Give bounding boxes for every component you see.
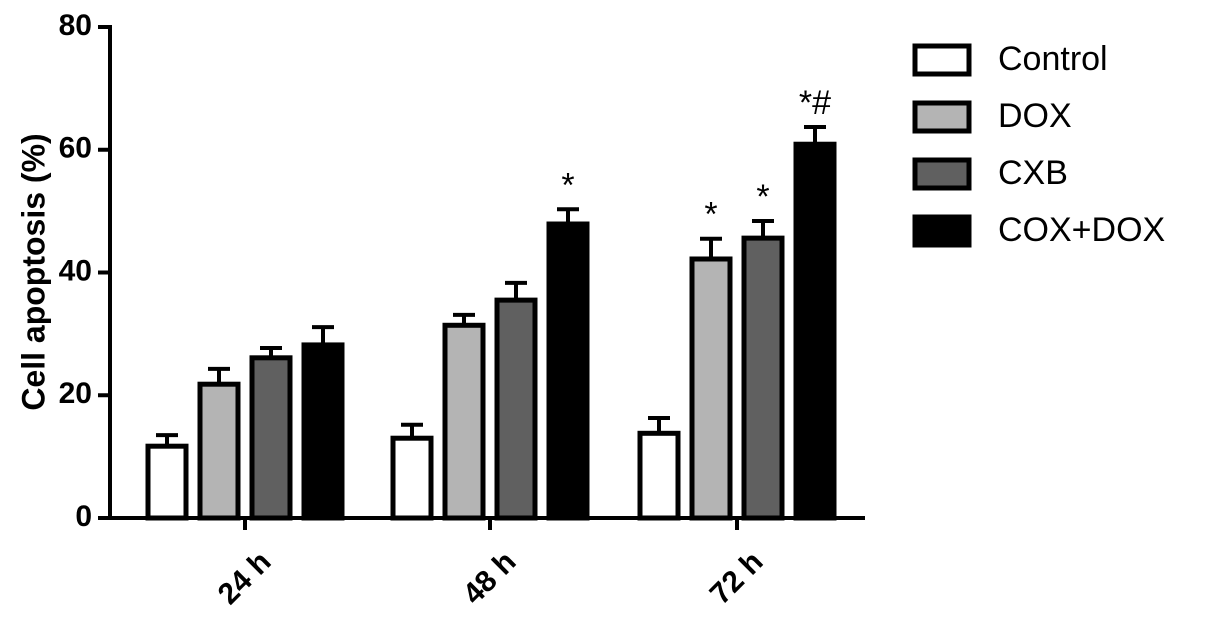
bar [637, 430, 681, 521]
bar [301, 342, 345, 521]
legend-text: CXB [998, 154, 1068, 192]
legend-text: Control [998, 40, 1108, 78]
y-tick-label: 60 [59, 132, 92, 165]
legend-text: COX+DOX [998, 211, 1165, 249]
bar [494, 297, 538, 521]
legend-text: DOX [998, 97, 1072, 135]
x-tick-label: 48 h [457, 545, 523, 611]
legend-swatch [912, 214, 972, 248]
y-axis-label: Cell apoptosis (%) [15, 133, 51, 410]
y-tick-label: 80 [59, 9, 92, 42]
bar [249, 355, 293, 521]
bar [197, 381, 241, 521]
legend-swatch [912, 157, 972, 191]
bar [689, 256, 733, 521]
annotation: * [561, 166, 574, 204]
bar [793, 141, 837, 521]
bar [145, 443, 189, 521]
bar [741, 235, 785, 521]
y-tick-label: 40 [59, 254, 92, 287]
bar [390, 435, 434, 521]
annotation: *# [799, 84, 831, 122]
annotation: * [756, 178, 769, 216]
y-tick-label: 0 [75, 500, 92, 533]
legend-swatch [912, 43, 972, 77]
bar [546, 221, 590, 521]
x-tick-label: 72 h [704, 545, 770, 611]
bar [442, 322, 486, 521]
legend-swatch [912, 100, 972, 134]
annotation: * [704, 196, 717, 234]
x-tick-label: 24 h [212, 545, 278, 611]
y-tick-label: 20 [59, 377, 92, 410]
